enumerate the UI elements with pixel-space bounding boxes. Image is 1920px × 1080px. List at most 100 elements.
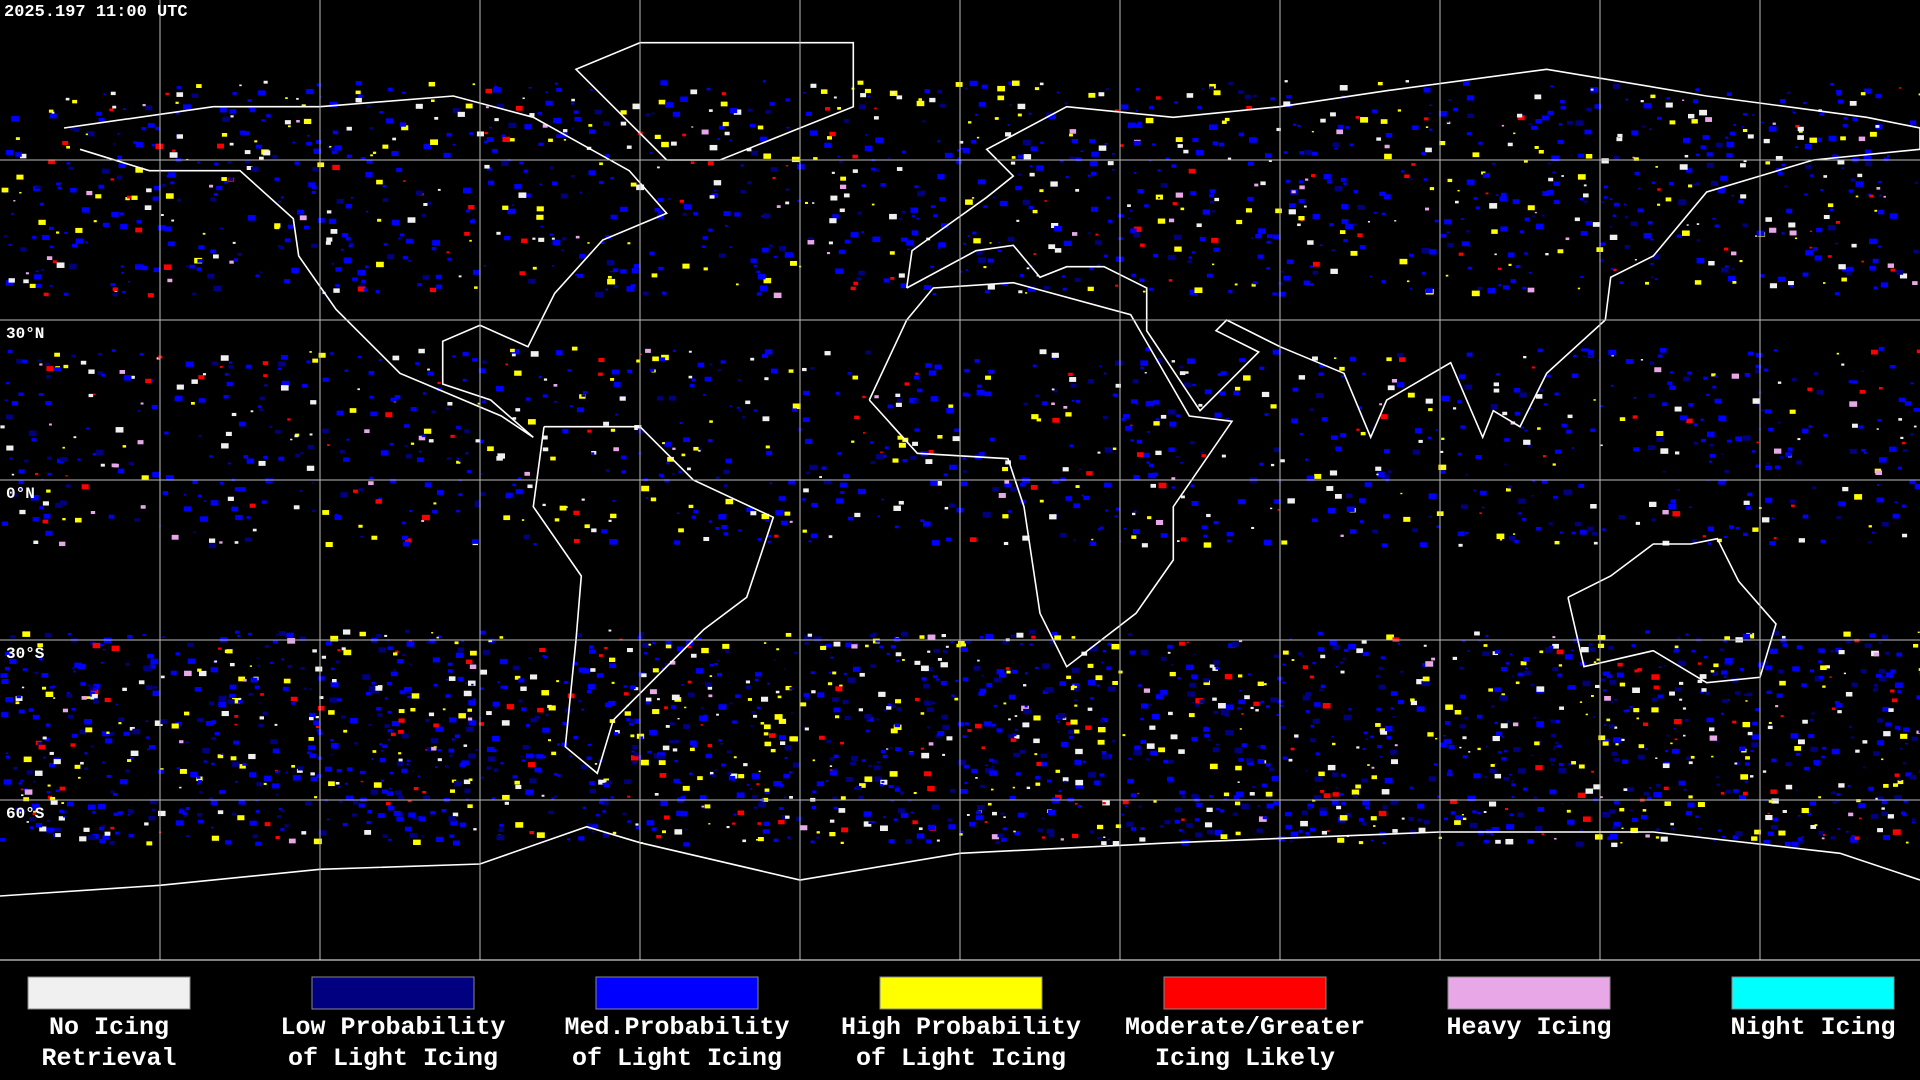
icing-pixel [1323,793,1331,799]
icing-pixel [1559,706,1564,710]
icing-pixel [510,348,515,353]
icing-pixel [338,800,343,804]
icing-pixel [387,87,393,92]
icing-pixel [753,264,757,268]
icing-pixel [1765,497,1773,503]
icing-pixel [1684,718,1689,722]
icing-pixel [869,633,876,638]
icing-pixel [542,435,548,440]
icing-pixel [1899,273,1908,279]
icing-pixel [1829,676,1832,678]
icing-pixel [736,406,740,409]
icing-pixel [1487,287,1496,294]
icing-pixel [1452,656,1458,660]
icing-pixel [554,82,558,85]
icing-pixel [492,701,500,707]
icing-pixel [1148,463,1154,467]
icing-pixel [1613,758,1620,762]
icing-pixel [690,653,697,658]
icing-pixel [1461,813,1464,816]
icing-pixel [1850,837,1858,843]
icing-pixel [990,788,994,791]
icing-pixel [759,285,768,291]
icing-pixel [345,782,348,785]
icing-pixel [1889,213,1898,219]
icing-pixel [1479,512,1482,515]
icing-pixel [1653,685,1660,690]
icing-pixel [525,789,534,795]
icing-pixel [758,770,761,773]
icing-pixel [1310,724,1315,728]
icing-pixel [524,471,530,476]
icing-pixel [1199,236,1206,242]
icing-pixel [1313,795,1321,801]
icing-pixel [1390,800,1398,805]
icing-pixel [1604,196,1608,199]
icing-pixel [1417,803,1425,809]
icing-pixel [1293,123,1297,126]
icing-pixel [469,219,475,224]
icing-pixel [1585,713,1588,716]
icing-pixel [248,753,256,760]
icing-pixel [652,642,656,645]
icing-pixel [132,728,141,735]
icing-pixel [895,699,902,704]
icing-pixel [1746,632,1755,639]
icing-pixel [975,113,978,116]
icing-pixel [1004,482,1012,488]
icing-pixel [893,818,898,821]
icing-pixel [837,452,842,455]
icing-pixel [111,349,116,353]
icing-pixel [703,267,708,271]
icing-pixel [1194,653,1197,656]
icing-pixel [839,684,843,687]
icing-pixel [145,378,152,383]
icing-pixel [957,722,964,727]
icing-pixel [301,831,307,835]
icing-pixel [312,649,317,653]
icing-pixel [343,649,352,656]
icing-pixel [1235,831,1241,836]
icing-pixel [879,825,888,832]
icing-pixel [483,649,491,655]
icing-pixel [1168,218,1175,223]
icing-pixel [102,731,110,737]
icing-pixel [1493,388,1500,393]
icing-pixel [888,784,894,789]
icing-pixel [1752,721,1758,726]
icing-pixel [1693,99,1699,103]
icing-pixel [432,657,440,663]
icing-pixel [1482,651,1490,657]
icing-pixel [1514,411,1521,416]
icing-pixel [1664,664,1667,667]
icing-pixel [1191,251,1195,254]
legend-swatch [27,976,191,1010]
icing-pixel [122,290,126,293]
icing-pixel [1155,694,1163,700]
icing-pixel [1674,738,1677,741]
icing-pixel [1700,418,1704,421]
icing-pixel [997,241,1000,244]
icing-pixel [1683,734,1686,737]
icing-pixel [825,107,831,111]
icing-pixel [210,197,217,202]
icing-pixel [1245,208,1253,213]
icing-pixel [1068,372,1073,377]
icing-pixel [1221,120,1227,124]
icing-pixel [914,185,919,189]
icing-pixel [1000,837,1007,842]
icing-pixel [1585,154,1593,159]
icing-pixel [604,646,608,650]
icing-pixel [1508,263,1512,266]
icing-pixel [1507,485,1512,489]
icing-pixel [1427,732,1434,737]
icing-pixel [1101,661,1104,664]
icing-pixel [204,500,207,502]
icing-pixel [429,287,437,293]
icing-pixel [404,444,408,448]
icing-pixel [1015,772,1021,776]
icing-pixel [73,127,80,133]
icing-pixel [1446,772,1453,777]
icing-pixel [1495,839,1501,844]
icing-pixel [810,840,815,844]
